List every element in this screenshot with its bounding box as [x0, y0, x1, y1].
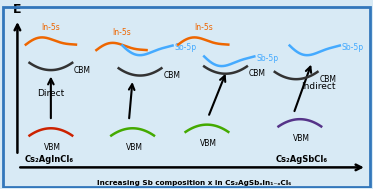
Text: Indirect: Indirect — [301, 82, 336, 91]
Text: CBM: CBM — [74, 66, 91, 75]
Text: VBM: VBM — [126, 143, 143, 152]
Text: Sb-5p: Sb-5p — [342, 43, 364, 52]
Text: In-5s: In-5s — [194, 23, 213, 32]
Text: In-5s: In-5s — [112, 28, 131, 37]
Text: VBM: VBM — [293, 134, 310, 143]
Text: Cs₂AgSbCl₆: Cs₂AgSbCl₆ — [276, 155, 328, 164]
Text: CBM: CBM — [249, 69, 266, 78]
Text: VBM: VBM — [44, 143, 61, 152]
Text: Increasing Sb composition x in Cs₂AgSbₓIn₁₋ₓCl₆: Increasing Sb composition x in Cs₂AgSbₓI… — [97, 180, 291, 187]
Text: CBM: CBM — [163, 71, 180, 80]
Text: In-5s: In-5s — [41, 23, 60, 32]
Text: Sb-5p: Sb-5p — [256, 54, 278, 63]
Text: Cs₂AgInCl₆: Cs₂AgInCl₆ — [25, 155, 74, 164]
Text: VBM: VBM — [200, 139, 217, 148]
Text: Sb-5p: Sb-5p — [175, 43, 197, 52]
Text: Direct: Direct — [37, 89, 65, 98]
Text: E: E — [13, 2, 22, 15]
Text: CBM: CBM — [319, 75, 336, 84]
